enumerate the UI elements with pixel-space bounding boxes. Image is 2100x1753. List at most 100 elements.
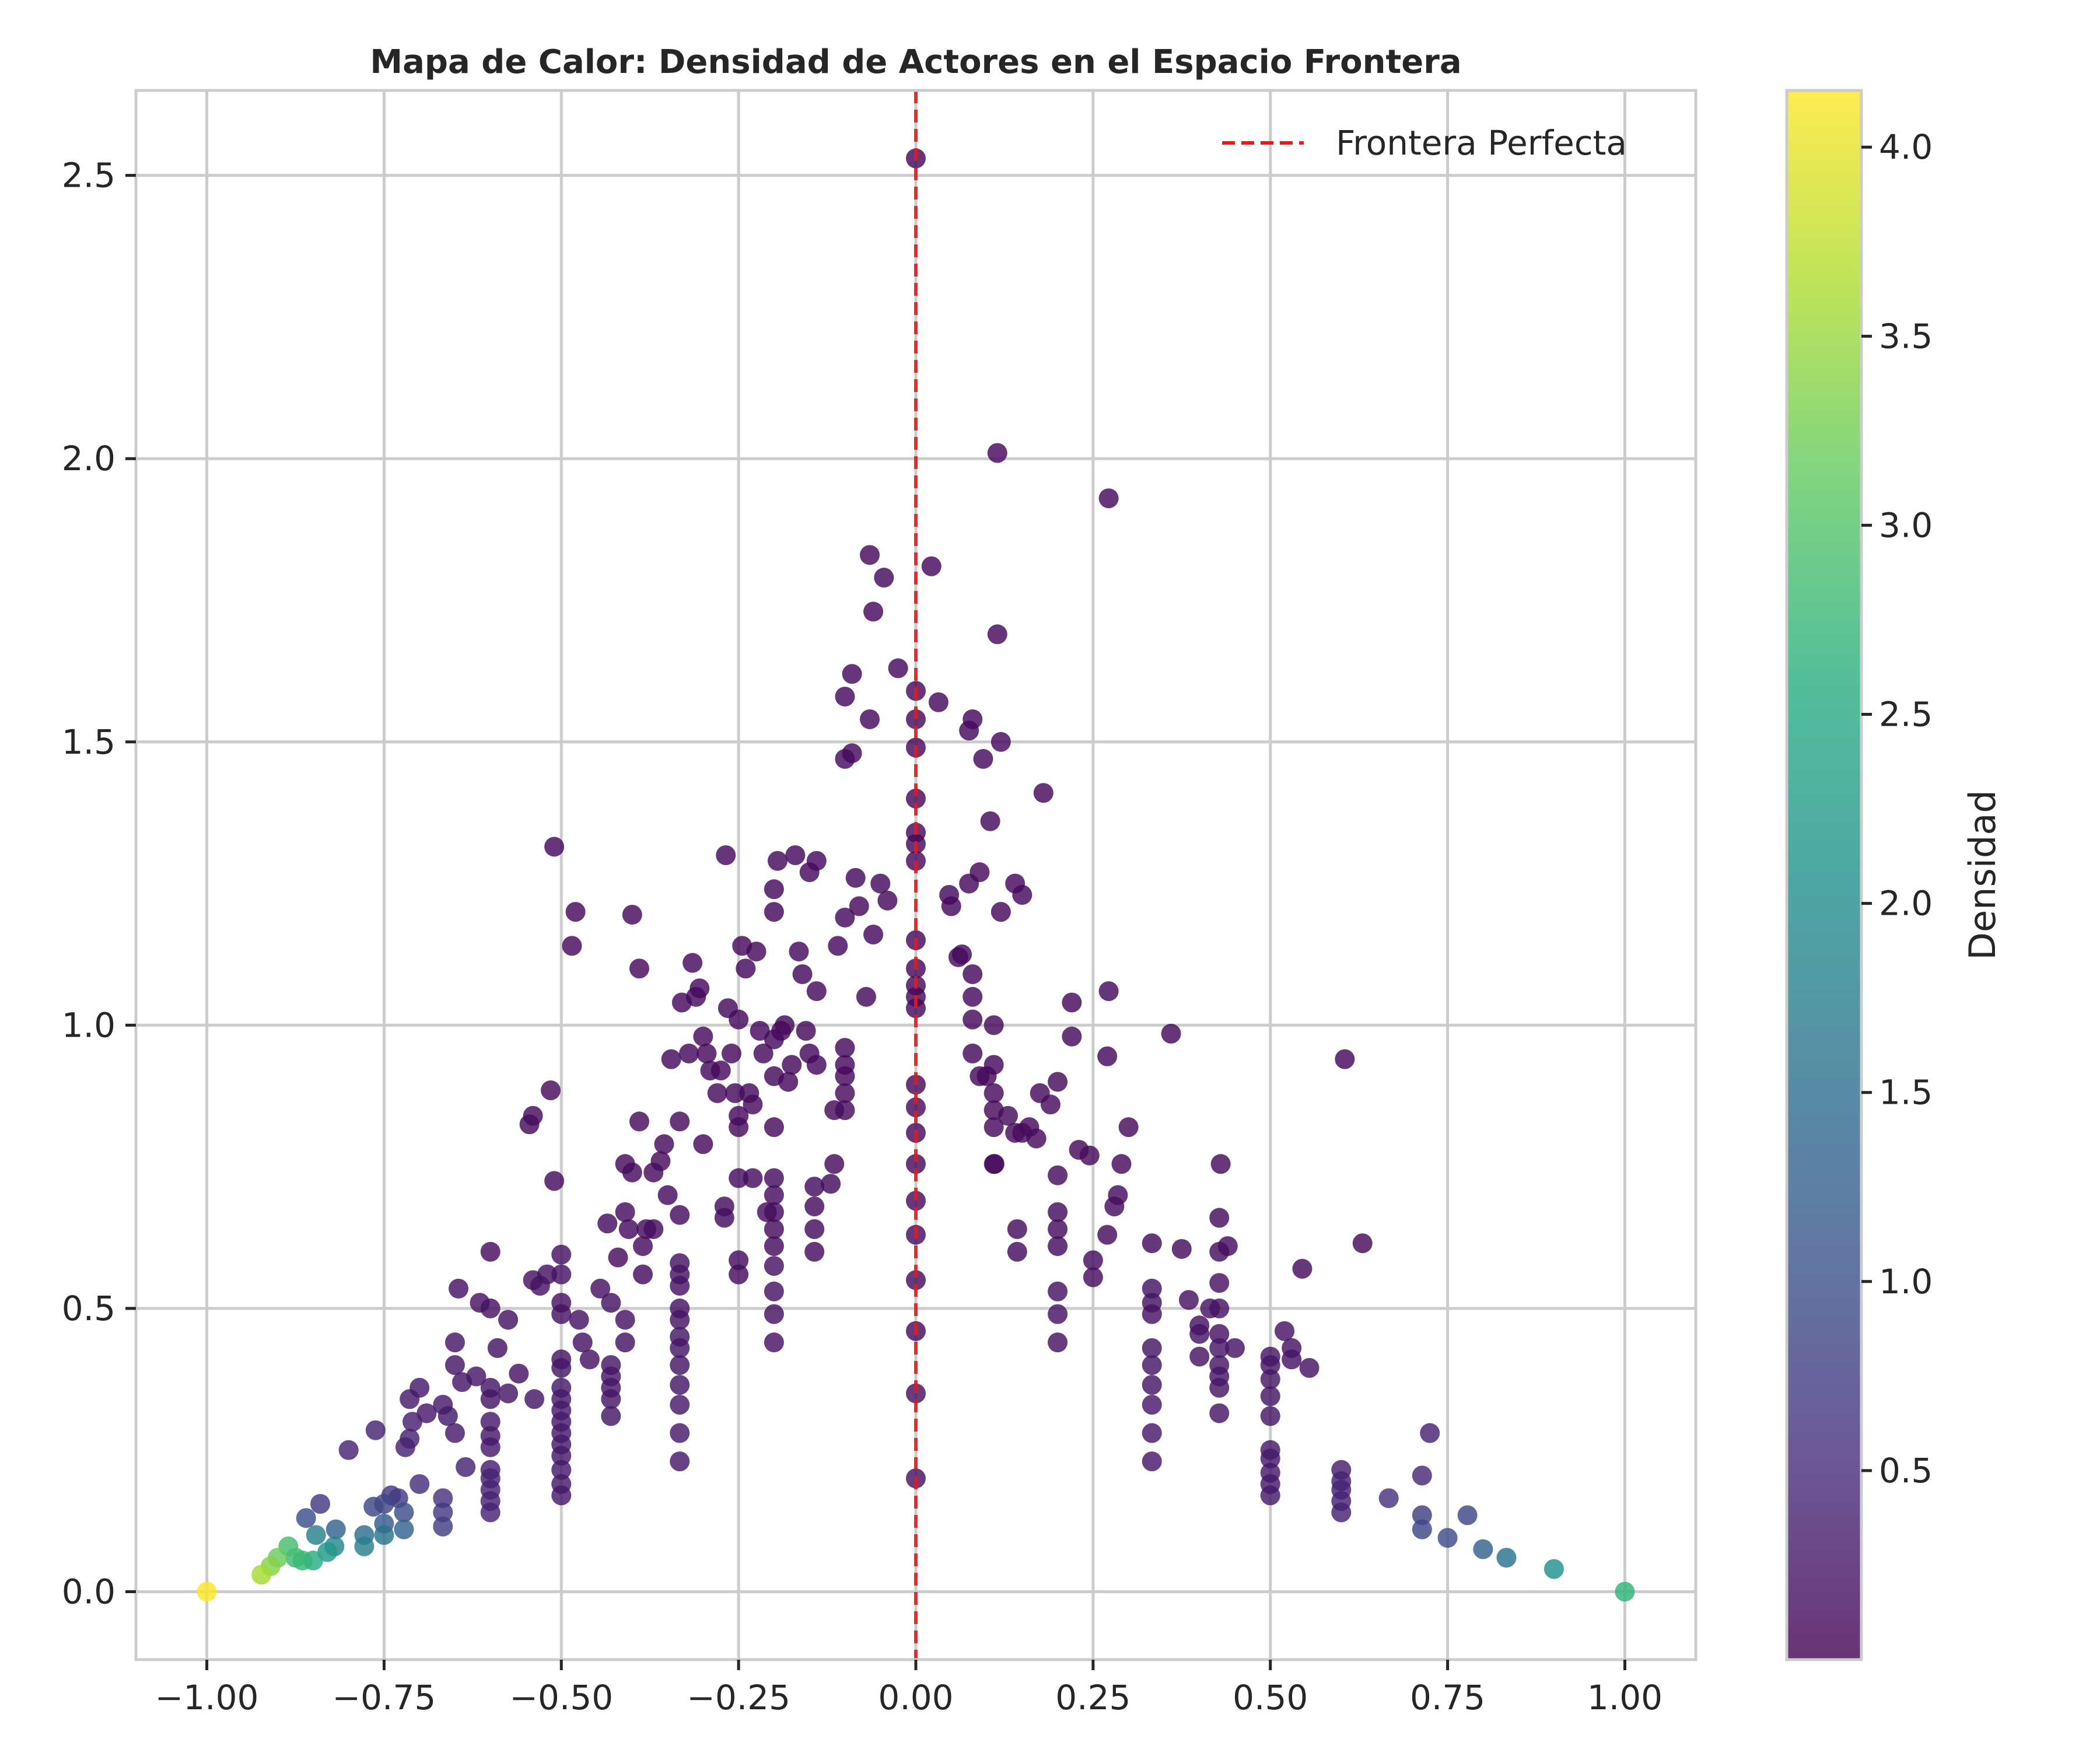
data-point — [433, 1516, 453, 1537]
y-tick-label: 0.0 — [62, 1572, 116, 1611]
y-tick-label: 2.0 — [62, 439, 116, 478]
data-point — [601, 1293, 621, 1313]
data-point — [615, 1310, 635, 1330]
colorbar-label: Densidad — [1961, 790, 2004, 960]
data-point — [629, 1111, 649, 1132]
data-point — [835, 1055, 855, 1075]
data-point — [633, 1236, 653, 1257]
data-point — [835, 1083, 855, 1103]
data-point — [1062, 992, 1082, 1013]
data-point — [1209, 1208, 1230, 1228]
data-point — [984, 1154, 1005, 1174]
data-point — [952, 944, 972, 964]
x-tick-label: −0.25 — [687, 1678, 790, 1717]
data-point — [696, 1043, 717, 1063]
data-point — [764, 1202, 784, 1222]
data-point — [670, 1327, 690, 1347]
colorbar: 0.5 1.0 1.5 2.0 2.5 3.0 3.5 4.0 Densidad — [1785, 89, 2004, 1661]
data-point — [590, 1278, 611, 1299]
data-point — [1473, 1539, 1493, 1559]
data-point — [629, 958, 649, 979]
data-point — [480, 1468, 501, 1489]
data-point — [444, 1355, 465, 1376]
data-point — [690, 978, 710, 999]
data-point — [541, 1080, 561, 1101]
data-point — [1189, 1346, 1210, 1367]
data-point — [615, 1202, 635, 1222]
data-point — [1007, 1241, 1027, 1262]
data-point — [778, 1072, 799, 1092]
data-point — [1012, 884, 1032, 905]
data-point — [679, 1043, 699, 1063]
data-point — [670, 1394, 690, 1415]
y-tick-label: 1.5 — [62, 722, 116, 762]
data-point — [456, 1457, 476, 1477]
data-point — [963, 709, 983, 729]
data-point — [1007, 1219, 1027, 1239]
data-point — [537, 1264, 557, 1285]
data-point — [863, 924, 884, 944]
colorbar-tick-label: 1.5 — [1879, 1073, 1933, 1112]
data-point — [1217, 1236, 1238, 1257]
x-tick-label: −1.00 — [155, 1678, 259, 1717]
data-point — [650, 1151, 671, 1171]
data-point — [970, 862, 990, 883]
data-point — [1048, 1165, 1068, 1185]
data-point — [845, 867, 866, 888]
data-point — [693, 1134, 713, 1154]
x-tick-label: 0.75 — [1410, 1678, 1485, 1717]
data-point — [562, 936, 582, 956]
data-point — [764, 1281, 784, 1301]
data-point — [449, 1278, 469, 1299]
data-point — [670, 1205, 690, 1225]
data-point — [1282, 1349, 1302, 1370]
x-tick-label: 0.50 — [1233, 1678, 1308, 1717]
data-point — [310, 1493, 331, 1514]
data-point — [433, 1502, 453, 1523]
data-point — [824, 1154, 845, 1174]
data-point — [551, 1377, 572, 1398]
data-point — [782, 1055, 802, 1075]
y-tick-label: 0.5 — [62, 1289, 116, 1328]
data-point — [835, 1038, 855, 1058]
x-tick-label: −0.75 — [332, 1678, 436, 1717]
data-point — [569, 1310, 589, 1330]
x-axis: −1.00 −0.75 −0.50 −0.25 0.00 0.25 0.50 0.75 1.00 — [155, 1660, 1662, 1717]
data-point — [1457, 1505, 1478, 1525]
data-point — [670, 1375, 690, 1395]
data-point — [764, 1332, 784, 1353]
data-point — [743, 1168, 763, 1188]
data-point — [670, 1298, 690, 1318]
data-point — [877, 890, 898, 911]
data-point — [796, 1021, 816, 1041]
data-point — [670, 1451, 690, 1472]
data-point — [693, 1026, 713, 1047]
data-point — [1335, 1049, 1355, 1069]
data-point — [764, 1236, 784, 1257]
data-point — [670, 1111, 690, 1132]
data-point — [804, 1241, 825, 1262]
data-point — [296, 1508, 316, 1528]
data-point — [394, 1519, 414, 1539]
data-point — [622, 904, 642, 925]
data-point — [973, 748, 993, 769]
data-point — [806, 981, 827, 1002]
data-point — [906, 788, 926, 809]
data-point — [1142, 1375, 1162, 1395]
data-point — [544, 837, 565, 857]
data-point — [764, 1168, 784, 1188]
data-point — [618, 1219, 639, 1239]
data-point — [1098, 981, 1119, 1002]
data-point — [1224, 1338, 1245, 1358]
data-point — [1108, 1185, 1128, 1205]
data-point — [1118, 1117, 1139, 1138]
data-point — [963, 964, 983, 984]
data-point — [433, 1488, 453, 1509]
data-point — [725, 1083, 746, 1103]
data-point — [764, 1219, 784, 1239]
data-point — [544, 1171, 565, 1191]
data-point — [608, 1247, 628, 1268]
data-point — [326, 1519, 346, 1539]
data-point — [835, 1100, 855, 1121]
